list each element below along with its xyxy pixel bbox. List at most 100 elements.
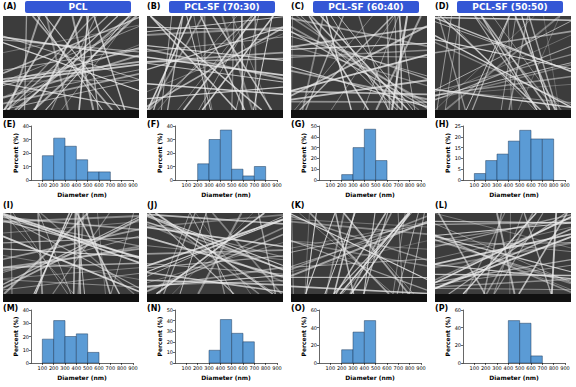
svg-text:500: 500 [515,182,525,188]
svg-text:300: 300 [60,182,70,188]
svg-text:900: 900 [128,365,138,371]
svg-text:100: 100 [38,365,48,371]
svg-text:200: 200 [193,182,203,188]
svg-text:50: 50 [167,307,173,313]
svg-text:800: 800 [261,365,271,371]
svg-text:(E): (E) [3,120,16,129]
svg-text:50: 50 [311,123,317,129]
svg-text:Diameter (nm): Diameter (nm) [201,374,251,381]
svg-text:20: 20 [455,134,461,140]
svg-text:Percent (%): Percent (%) [156,316,163,356]
svg-text:(M): (M) [3,304,18,313]
svg-text:300: 300 [204,182,214,188]
svg-text:20: 20 [311,342,317,348]
svg-text:Percent (%): Percent (%) [12,316,19,356]
svg-text:700: 700 [394,365,404,371]
svg-text:40: 40 [167,318,173,324]
svg-text:500: 500 [227,365,237,371]
svg-text:10: 10 [23,164,29,170]
svg-text:Percent (%): Percent (%) [300,316,307,356]
svg-text:300: 300 [492,365,502,371]
svg-text:10: 10 [311,166,317,172]
svg-text:500: 500 [83,365,93,371]
svg-text:800: 800 [261,182,271,188]
svg-text:30: 30 [311,145,317,151]
svg-text:900: 900 [128,182,138,188]
svg-text:0: 0 [314,177,317,183]
svg-text:400: 400 [72,365,82,371]
svg-text:900: 900 [560,182,570,188]
svg-text:10: 10 [23,347,29,353]
svg-text:600: 600 [238,365,248,371]
svg-text:Diameter (nm): Diameter (nm) [57,374,107,381]
svg-text:800: 800 [405,365,415,371]
svg-text:100: 100 [326,182,336,188]
svg-text:600: 600 [94,182,104,188]
svg-text:100: 100 [470,365,480,371]
svg-text:20: 20 [23,150,29,156]
svg-text:30: 30 [23,137,29,143]
svg-text:500: 500 [371,182,381,188]
svg-text:700: 700 [394,182,404,188]
svg-text:(N): (N) [147,304,161,313]
svg-text:400: 400 [216,182,226,188]
svg-text:300: 300 [348,365,358,371]
svg-text:500: 500 [371,365,381,371]
svg-text:900: 900 [416,365,426,371]
svg-text:200: 200 [481,182,491,188]
svg-text:(D): (D) [435,2,449,11]
svg-text:900: 900 [272,365,282,371]
svg-text:300: 300 [492,182,502,188]
svg-text:300: 300 [348,182,358,188]
svg-text:600: 600 [526,182,536,188]
svg-text:20: 20 [167,339,173,345]
svg-text:0: 0 [314,360,317,366]
svg-text:15: 15 [455,145,461,151]
svg-text:10: 10 [167,164,173,170]
svg-text:60: 60 [455,307,461,313]
svg-text:Percent (%): Percent (%) [12,133,19,173]
svg-text:400: 400 [504,182,514,188]
svg-text:200: 200 [481,365,491,371]
svg-text:500: 500 [515,365,525,371]
svg-text:200: 200 [49,365,59,371]
svg-text:Percent (%): Percent (%) [444,316,451,356]
svg-text:300: 300 [204,365,214,371]
svg-text:0: 0 [26,360,29,366]
svg-text:40: 40 [23,123,29,129]
svg-text:100: 100 [470,182,480,188]
svg-text:5: 5 [458,166,461,172]
svg-text:0: 0 [458,360,461,366]
svg-text:200: 200 [49,182,59,188]
svg-text:(O): (O) [291,304,305,313]
svg-text:(H): (H) [435,120,449,129]
svg-text:60: 60 [311,307,317,313]
svg-text:600: 600 [526,365,536,371]
svg-text:40: 40 [311,134,317,140]
svg-text:700: 700 [538,365,548,371]
svg-text:40: 40 [23,307,29,313]
svg-text:20: 20 [23,334,29,340]
svg-text:100: 100 [182,182,192,188]
svg-text:600: 600 [382,182,392,188]
svg-text:400: 400 [360,182,370,188]
svg-text:PCL-SF (50:50): PCL-SF (50:50) [472,2,547,12]
svg-text:600: 600 [238,182,248,188]
svg-text:700: 700 [106,182,116,188]
svg-text:(G): (G) [291,120,305,129]
svg-text:(J): (J) [147,201,157,210]
svg-text:25: 25 [455,123,461,129]
svg-text:700: 700 [538,182,548,188]
svg-text:Diameter (nm): Diameter (nm) [57,191,107,198]
svg-text:30: 30 [23,320,29,326]
svg-text:PCL: PCL [69,2,88,12]
svg-text:900: 900 [560,365,570,371]
svg-text:500: 500 [83,182,93,188]
svg-text:20: 20 [311,155,317,161]
svg-text:20: 20 [455,342,461,348]
svg-text:400: 400 [72,182,82,188]
svg-text:(L): (L) [435,201,447,210]
svg-text:Diameter (nm): Diameter (nm) [345,191,395,198]
svg-text:(F): (F) [147,120,160,129]
svg-text:40: 40 [167,123,173,129]
